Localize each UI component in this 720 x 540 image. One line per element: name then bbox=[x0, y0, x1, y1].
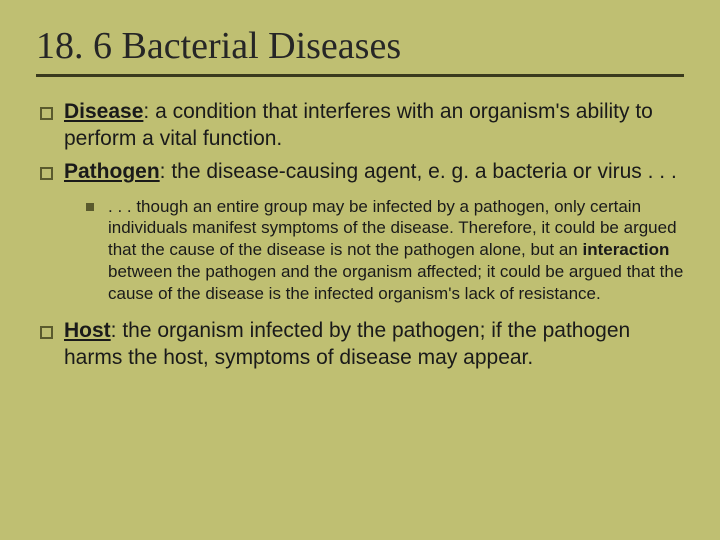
term-disease: Disease bbox=[64, 100, 143, 123]
bullet-list: Disease: a condition that interferes wit… bbox=[36, 99, 684, 372]
sub-mid: between the pathogen and the organism af… bbox=[108, 262, 683, 303]
term-pathogen: Pathogen bbox=[64, 160, 160, 183]
slide: 18. 6 Bacterial Diseases Disease: a cond… bbox=[0, 0, 720, 540]
title-rule bbox=[36, 74, 684, 77]
bullet-item-pathogen: Pathogen: the disease-causing agent, e. … bbox=[64, 159, 684, 305]
sub-bullet-list: . . . though an entire group may be infe… bbox=[64, 196, 684, 305]
slide-title: 18. 6 Bacterial Diseases bbox=[36, 24, 684, 68]
def-host: : the organism infected by the pathogen;… bbox=[64, 319, 630, 369]
bullet-item-host: Host: the organism infected by the patho… bbox=[64, 318, 684, 372]
sub-bullet-interaction: . . . though an entire group may be infe… bbox=[108, 196, 684, 305]
def-pathogen: : the disease-causing agent, e. g. a bac… bbox=[160, 160, 677, 183]
sub-bold-interaction: interaction bbox=[582, 240, 669, 259]
term-host: Host bbox=[64, 319, 111, 342]
def-disease: : a condition that interferes with an or… bbox=[64, 100, 653, 150]
bullet-item-disease: Disease: a condition that interferes wit… bbox=[64, 99, 684, 153]
